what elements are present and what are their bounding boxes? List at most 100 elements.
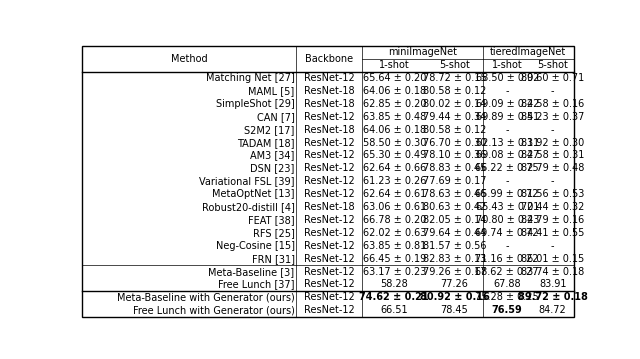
Text: ResNet-12: ResNet-12 xyxy=(304,228,355,238)
Text: 78.72 ± 0.15: 78.72 ± 0.15 xyxy=(422,73,486,83)
Text: Neg-Cosine [15]: Neg-Cosine [15] xyxy=(216,241,294,251)
Text: 62.02 ± 0.63: 62.02 ± 0.63 xyxy=(363,228,426,238)
Text: 84.72: 84.72 xyxy=(539,305,566,315)
Text: -: - xyxy=(506,86,509,96)
Text: Meta-Baseline [3]: Meta-Baseline [3] xyxy=(209,267,294,276)
Text: 66.51: 66.51 xyxy=(380,305,408,315)
Text: 81.56 ± 0.53: 81.56 ± 0.53 xyxy=(521,189,584,199)
Text: 80.58 ± 0.12: 80.58 ± 0.12 xyxy=(423,125,486,135)
Text: RFS [25]: RFS [25] xyxy=(253,228,294,238)
Text: 69.74 ± 0.72: 69.74 ± 0.72 xyxy=(476,228,539,238)
Text: Robust20-distill [4]: Robust20-distill [4] xyxy=(202,202,294,212)
Text: MetaOptNet [13]: MetaOptNet [13] xyxy=(212,189,294,199)
Text: 79.44 ± 0.34: 79.44 ± 0.34 xyxy=(423,112,486,122)
Text: ResNet-12: ResNet-12 xyxy=(304,189,355,199)
Text: SimpleShot [29]: SimpleShot [29] xyxy=(216,99,294,109)
Text: ResNet-12: ResNet-12 xyxy=(304,112,355,122)
Text: 80.58 ± 0.12: 80.58 ± 0.12 xyxy=(423,86,486,96)
Text: 74.62 ± 0.21: 74.62 ± 0.21 xyxy=(360,292,429,302)
Text: 81.92 ± 0.30: 81.92 ± 0.30 xyxy=(521,137,584,148)
Text: 70.80 ± 0.23: 70.80 ± 0.23 xyxy=(476,215,539,225)
Text: 78.10 ± 0.36: 78.10 ± 0.36 xyxy=(423,150,486,160)
Text: 78.63 ± 0.46: 78.63 ± 0.46 xyxy=(423,189,486,199)
Text: 65.30 ± 0.49: 65.30 ± 0.49 xyxy=(363,150,426,160)
Text: 66.45 ± 0.19: 66.45 ± 0.19 xyxy=(363,254,426,264)
Text: -: - xyxy=(506,176,509,186)
Text: 84.79 ± 0.16: 84.79 ± 0.16 xyxy=(521,215,584,225)
Text: 81.57 ± 0.56: 81.57 ± 0.56 xyxy=(422,241,486,251)
Text: 86.01 ± 0.15: 86.01 ± 0.15 xyxy=(521,254,584,264)
Text: 62.64 ± 0.61: 62.64 ± 0.61 xyxy=(363,189,426,199)
Text: ResNet-18: ResNet-18 xyxy=(304,202,355,212)
Text: 84.23 ± 0.37: 84.23 ± 0.37 xyxy=(521,112,584,122)
Text: 65.43 ± 0.21: 65.43 ± 0.21 xyxy=(476,202,539,212)
Text: 69.08 ± 0.47: 69.08 ± 0.47 xyxy=(476,150,539,160)
Text: 5-shot: 5-shot xyxy=(537,60,568,70)
Text: 5-shot: 5-shot xyxy=(439,60,470,70)
Text: ResNet-12: ResNet-12 xyxy=(304,241,355,251)
Text: 77.69 ± 0.17: 77.69 ± 0.17 xyxy=(422,176,486,186)
Text: MAML [5]: MAML [5] xyxy=(248,86,294,96)
Text: 63.85 ± 0.81: 63.85 ± 0.81 xyxy=(363,241,426,251)
Text: 71.16 ± 0.22: 71.16 ± 0.22 xyxy=(476,254,539,264)
Text: 78.45: 78.45 xyxy=(440,305,468,315)
Text: 76.59: 76.59 xyxy=(492,305,523,315)
Text: 69.89 ± 0.51: 69.89 ± 0.51 xyxy=(476,112,539,122)
Text: 82.79 ± 0.48: 82.79 ± 0.48 xyxy=(521,163,584,173)
Text: 65.99 ± 0.72: 65.99 ± 0.72 xyxy=(476,189,539,199)
Text: ResNet-12: ResNet-12 xyxy=(304,215,355,225)
Text: -: - xyxy=(506,125,509,135)
Text: ResNet-18: ResNet-18 xyxy=(304,125,355,135)
Text: ResNet-12: ResNet-12 xyxy=(304,176,355,186)
Text: 84.58 ± 0.16: 84.58 ± 0.16 xyxy=(521,99,584,109)
Text: -: - xyxy=(551,86,554,96)
Text: 79.26 ± 0.17: 79.26 ± 0.17 xyxy=(422,267,486,276)
Text: ResNet-12: ResNet-12 xyxy=(304,163,355,173)
Text: 64.06 ± 0.18: 64.06 ± 0.18 xyxy=(363,125,426,135)
Text: 75.28 ± 0.25: 75.28 ± 0.25 xyxy=(476,292,539,302)
Text: -: - xyxy=(551,125,554,135)
Text: ResNet-12: ResNet-12 xyxy=(304,305,355,315)
Text: 1-shot: 1-shot xyxy=(379,60,410,70)
Text: 89.72 ± 0.18: 89.72 ± 0.18 xyxy=(518,292,588,302)
Text: ResNet-12: ResNet-12 xyxy=(304,280,355,289)
Text: -: - xyxy=(506,241,509,251)
Text: Meta-Baseline with Generator (ours): Meta-Baseline with Generator (ours) xyxy=(117,292,294,302)
Text: 68.50 ± 0.92: 68.50 ± 0.92 xyxy=(476,73,539,83)
Text: ResNet-18: ResNet-18 xyxy=(304,99,355,109)
Text: 63.85 ± 0.48: 63.85 ± 0.48 xyxy=(363,112,426,122)
Text: ResNet-12: ResNet-12 xyxy=(304,150,355,160)
Text: 62.64 ± 0.66: 62.64 ± 0.66 xyxy=(363,163,426,173)
Text: -: - xyxy=(551,241,554,251)
Text: ResNet-12: ResNet-12 xyxy=(304,73,355,83)
Text: 80.92 ± 0.16: 80.92 ± 0.16 xyxy=(420,292,490,302)
Text: 65.64 ± 0.20: 65.64 ± 0.20 xyxy=(363,73,426,83)
Text: 68.62 ± 0.27: 68.62 ± 0.27 xyxy=(476,267,539,276)
Text: DSN [23]: DSN [23] xyxy=(250,163,294,173)
Text: 82.05 ± 0.14: 82.05 ± 0.14 xyxy=(423,215,486,225)
Text: 66.22 ± 0.75: 66.22 ± 0.75 xyxy=(476,163,539,173)
Text: 79.64 ± 0.44: 79.64 ± 0.44 xyxy=(423,228,486,238)
Text: 64.06 ± 0.18: 64.06 ± 0.18 xyxy=(363,86,426,96)
Text: AM3 [34]: AM3 [34] xyxy=(250,150,294,160)
Text: S2M2 [17]: S2M2 [17] xyxy=(244,125,294,135)
Text: Free Lunch [37]: Free Lunch [37] xyxy=(218,280,294,289)
Text: 84.41 ± 0.55: 84.41 ± 0.55 xyxy=(521,228,584,238)
Text: 83.91: 83.91 xyxy=(539,280,566,289)
Text: 67.88: 67.88 xyxy=(493,280,521,289)
Text: ResNet-18: ResNet-18 xyxy=(304,86,355,96)
Text: 70.44 ± 0.32: 70.44 ± 0.32 xyxy=(521,202,584,212)
Text: 69.09 ± 0.22: 69.09 ± 0.22 xyxy=(476,99,539,109)
Text: miniImageNet: miniImageNet xyxy=(388,47,457,57)
Text: ResNet-12: ResNet-12 xyxy=(304,267,355,276)
Text: 58.50 ± 0.30: 58.50 ± 0.30 xyxy=(363,137,426,148)
Text: 63.06 ± 0.61: 63.06 ± 0.61 xyxy=(363,202,426,212)
Text: Matching Net [27]: Matching Net [27] xyxy=(205,73,294,83)
Text: CAN [7]: CAN [7] xyxy=(257,112,294,122)
Text: ResNet-12: ResNet-12 xyxy=(304,254,355,264)
Text: 66.78 ± 0.20: 66.78 ± 0.20 xyxy=(363,215,426,225)
Text: 76.70 ± 0.30: 76.70 ± 0.30 xyxy=(423,137,486,148)
Text: FRN [31]: FRN [31] xyxy=(252,254,294,264)
Text: Free Lunch with Generator (ours): Free Lunch with Generator (ours) xyxy=(132,305,294,315)
Text: 77.26: 77.26 xyxy=(440,280,468,289)
